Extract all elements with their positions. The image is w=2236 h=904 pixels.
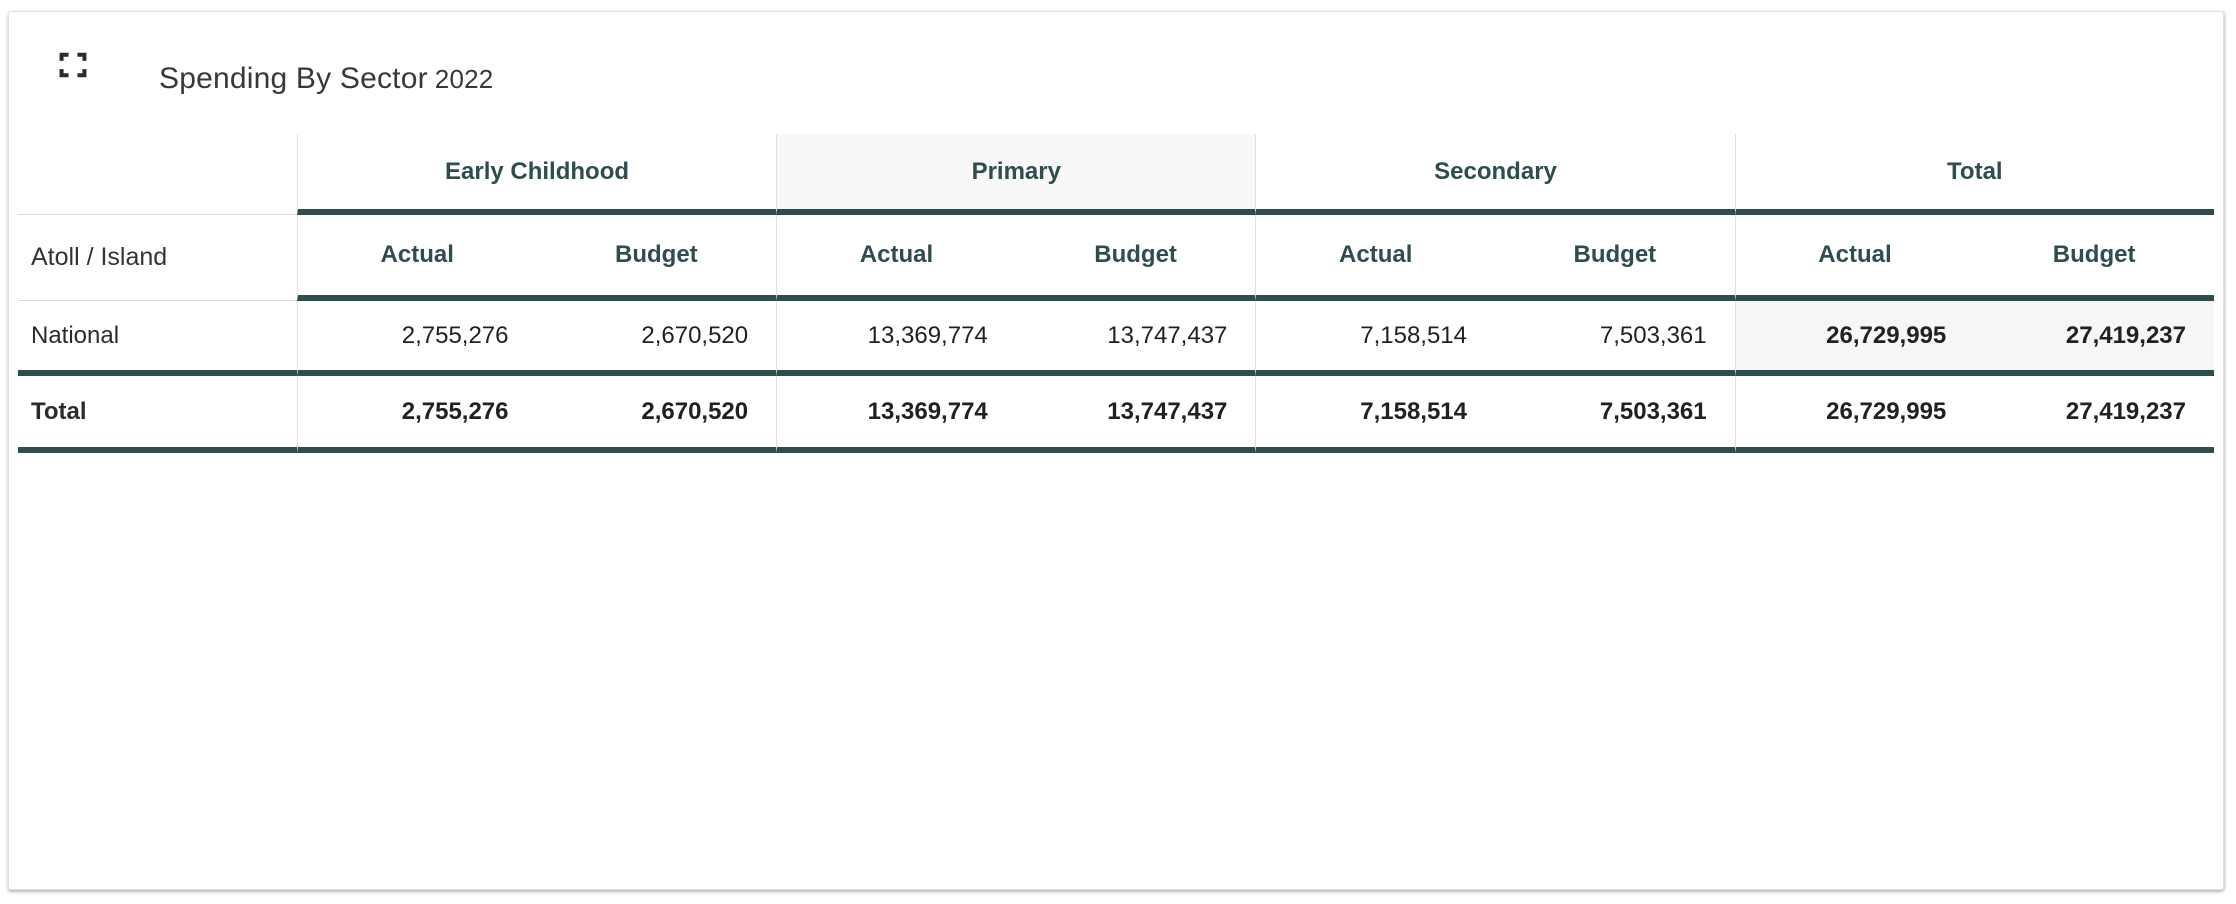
column-header-total-budget: Budget bbox=[1974, 215, 2214, 301]
corner-cell bbox=[18, 134, 297, 215]
row-label-national: National bbox=[18, 301, 297, 376]
group-header-secondary: Secondary bbox=[1255, 134, 1735, 215]
cell-total-secondary-actual: 7,158,514 bbox=[1255, 376, 1496, 453]
spending-by-sector-widget: Spending By Sector 2022 Early Childhood P… bbox=[8, 11, 2224, 890]
widget-header: Spending By Sector 2022 bbox=[9, 12, 2223, 134]
cell-total-primary-budget: 13,747,437 bbox=[1015, 376, 1256, 453]
cell-total-primary-actual: 13,369,774 bbox=[776, 376, 1016, 453]
cell-national-total-budget: 27,419,237 bbox=[1974, 301, 2214, 376]
widget-title-text: Spending By Sector bbox=[159, 62, 428, 95]
group-header-early-childhood: Early Childhood bbox=[296, 134, 777, 215]
column-header-primary-budget: Budget bbox=[1015, 215, 1256, 301]
cell-total-total-actual: 26,729,995 bbox=[1734, 376, 1975, 453]
cell-total-early-childhood-budget: 2,670,520 bbox=[536, 376, 777, 453]
cell-total-secondary-budget: 7,503,361 bbox=[1495, 376, 1735, 453]
widget-title-year: 2022 bbox=[434, 64, 494, 94]
fullscreen-icon bbox=[59, 52, 87, 78]
widget-title: Spending By Sector 2022 bbox=[159, 62, 493, 96]
column-header-early-childhood-actual: Actual bbox=[296, 215, 537, 301]
cell-total-early-childhood-actual: 2,755,276 bbox=[296, 376, 537, 453]
column-header-secondary-budget: Budget bbox=[1495, 215, 1735, 301]
fullscreen-button[interactable] bbox=[57, 49, 89, 81]
group-header-primary: Primary bbox=[776, 134, 1256, 215]
column-header-early-childhood-budget: Budget bbox=[536, 215, 777, 301]
group-header-row: Early Childhood Primary Secondary Total bbox=[18, 134, 2214, 215]
table-row-national: National 2,755,276 2,670,520 13,369,774 … bbox=[18, 301, 2214, 376]
sub-header-row: Atoll / Island Actual Budget Actual Budg… bbox=[18, 215, 2214, 301]
cell-national-total-actual: 26,729,995 bbox=[1734, 301, 1975, 376]
cell-national-primary-budget: 13,747,437 bbox=[1015, 301, 1256, 376]
table-row-total: Total 2,755,276 2,670,520 13,369,774 13,… bbox=[18, 376, 2214, 453]
column-header-total-actual: Actual bbox=[1734, 215, 1975, 301]
cell-total-total-budget: 27,419,237 bbox=[1974, 376, 2214, 453]
cell-national-early-childhood-budget: 2,670,520 bbox=[536, 301, 777, 376]
row-header-label: Atoll / Island bbox=[18, 215, 297, 301]
row-label-total: Total bbox=[18, 376, 297, 453]
cell-national-early-childhood-actual: 2,755,276 bbox=[296, 301, 537, 376]
cell-national-secondary-budget: 7,503,361 bbox=[1495, 301, 1735, 376]
cell-national-secondary-actual: 7,158,514 bbox=[1255, 301, 1496, 376]
column-header-secondary-actual: Actual bbox=[1255, 215, 1496, 301]
group-header-total: Total bbox=[1734, 134, 2214, 215]
spending-by-sector-table: Early Childhood Primary Secondary Total … bbox=[18, 134, 2214, 453]
cell-national-primary-actual: 13,369,774 bbox=[776, 301, 1016, 376]
column-header-primary-actual: Actual bbox=[776, 215, 1016, 301]
